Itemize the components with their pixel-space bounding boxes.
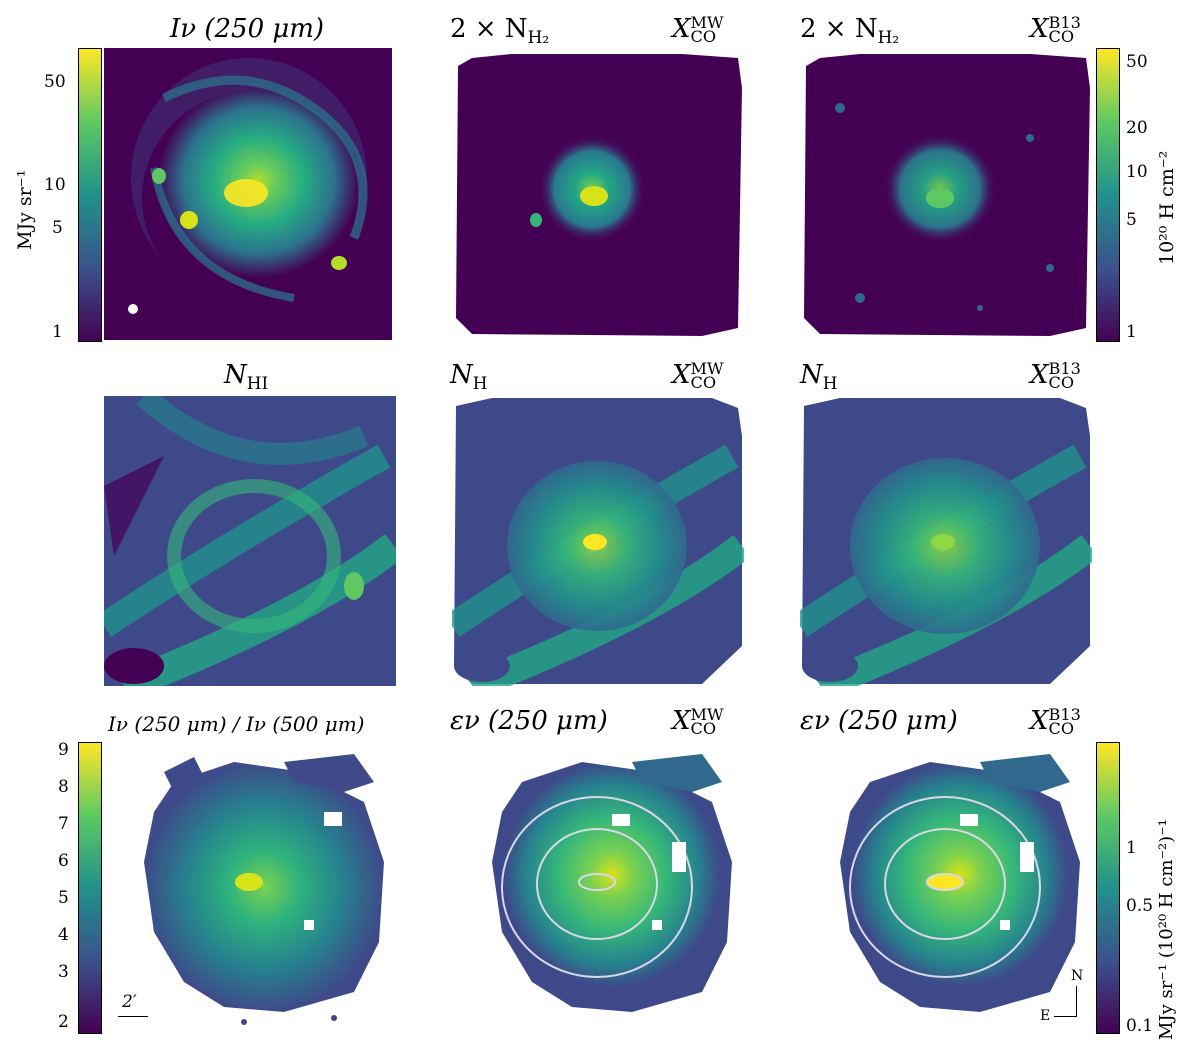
panel-title-emissivity-b13: εν (250 μm) [800, 706, 958, 736]
xco-subscript: CO [690, 27, 717, 46]
compass-east-label: E [1040, 1008, 1051, 1024]
tick-label: 1 [1126, 322, 1137, 342]
tick-label: 0.5 [1126, 896, 1154, 916]
panel-title-nh-mw: NH [450, 360, 487, 393]
xco-symbol: X [672, 360, 691, 390]
tick-label: 2 [58, 1012, 69, 1032]
image-panel-intensity-250 [104, 48, 392, 340]
xco-symbol: X [1030, 706, 1049, 736]
compass-east-arrow [1054, 1016, 1077, 1017]
tick-label: 8 [58, 777, 69, 797]
tick-label: 1 [1126, 838, 1137, 858]
colorbar-intensity-label: MJy sr⁻¹ [14, 169, 36, 250]
title-text: N [800, 360, 823, 390]
tick-label: 3 [58, 962, 69, 982]
image-panel-emissivity-b13: N E [800, 742, 1092, 1032]
panel-title-nh2-mw: 2 × NH₂ [450, 14, 549, 47]
image-panel-nhi [104, 396, 396, 686]
tick-label: 4 [58, 925, 69, 945]
xco-subscript: CO [690, 373, 717, 392]
tick-label: 7 [58, 814, 69, 834]
compass-north-arrow [1076, 986, 1077, 1016]
title-text: 2 × N [800, 14, 878, 44]
xco-symbol: X [1030, 360, 1049, 390]
title-text: N [450, 360, 473, 390]
panel-title-nhi: NHI [224, 360, 268, 393]
colorbar-column-density-label: 10²⁰ H cm⁻² [1156, 150, 1178, 265]
image-panel-nh-mw [452, 396, 744, 686]
xco-subscript: CO [1048, 27, 1075, 46]
image-panel-ratio: 2′ [104, 742, 396, 1032]
panel-title-nh-b13: NH [800, 360, 837, 393]
xco-superscript: B13 [1048, 12, 1081, 32]
tick-label: 10 [1126, 162, 1148, 182]
panel-title-ratio: Iν (250 μm) / Iν (500 μm) [108, 712, 365, 736]
title-subscript: H₂ [527, 26, 550, 47]
panel-label-xco-mw: X MW CO [672, 360, 724, 391]
image-panel-nh2-b13 [800, 48, 1092, 340]
panel-label-xco-mw: X MW CO [672, 706, 724, 737]
tick-label: 10 [44, 175, 66, 195]
tick-label: 9 [58, 740, 69, 760]
panel-title-emissivity-mw: εν (250 μm) [450, 706, 608, 736]
tick-label: 5 [1126, 210, 1137, 230]
compass: N E [1040, 968, 1088, 1028]
compass-north-label: N [1071, 968, 1084, 984]
panel-title-nh2-b13: 2 × NH₂ [800, 14, 899, 47]
panel-label-xco-b13: X B13 CO [1030, 14, 1081, 45]
panel-label-xco-mw: X MW CO [672, 14, 724, 45]
tick-label: 0.1 [1126, 1016, 1154, 1036]
xco-superscript: MW [690, 358, 724, 378]
xco-superscript: B13 [1048, 704, 1081, 724]
title-subscript: HI [246, 372, 269, 393]
tick-label: 5 [52, 218, 63, 238]
tick-label: 20 [1126, 118, 1148, 138]
xco-symbol: X [672, 14, 691, 44]
colorbar-column-density [1096, 48, 1120, 342]
title-text: 2 × N [450, 14, 528, 44]
image-panel-nh2-mw [452, 48, 744, 340]
title-subscript: H [822, 372, 838, 393]
scale-bar-label: 2′ [122, 992, 137, 1012]
xco-symbol: X [1030, 14, 1049, 44]
panel-label-xco-b13: X B13 CO [1030, 360, 1081, 391]
xco-superscript: B13 [1048, 358, 1081, 378]
image-panel-emissivity-mw [452, 742, 744, 1032]
tick-label: 1 [52, 322, 63, 342]
title-subscript: H [472, 372, 488, 393]
colorbar-ratio [78, 742, 102, 1034]
tick-label: 50 [44, 72, 66, 92]
colorbar-emissivity-label: MJy sr⁻¹ (10²⁰ H cm⁻²)⁻¹ [1156, 819, 1177, 1040]
xco-subscript: CO [690, 719, 717, 738]
scale-bar [118, 1016, 148, 1017]
tick-label: 5 [58, 888, 69, 908]
xco-superscript: MW [690, 12, 724, 32]
colorbar-intensity [78, 48, 102, 342]
tick-label: 50 [1126, 52, 1148, 72]
xco-subscript: CO [1048, 719, 1075, 738]
image-panel-nh-b13 [800, 396, 1092, 686]
xco-superscript: MW [690, 704, 724, 724]
beam-marker [128, 304, 138, 314]
xco-subscript: CO [1048, 373, 1075, 392]
colorbar-emissivity [1096, 742, 1120, 1034]
panel-title-intensity-250: Iν (250 μm) [170, 14, 325, 44]
tick-label: 6 [58, 851, 69, 871]
xco-symbol: X [672, 706, 691, 736]
panel-label-xco-b13: X B13 CO [1030, 706, 1081, 737]
title-subscript: H₂ [877, 26, 900, 47]
title-text: N [224, 360, 247, 390]
